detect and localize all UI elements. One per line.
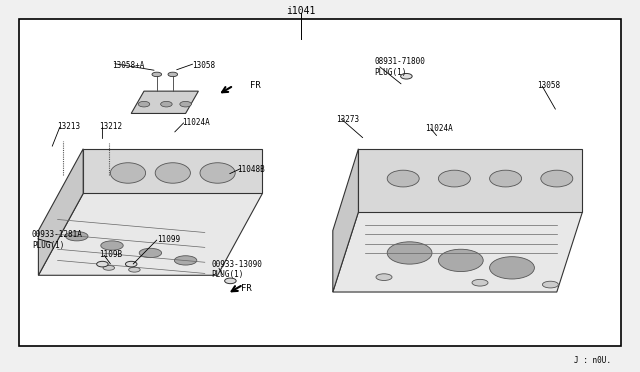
Ellipse shape <box>401 74 412 79</box>
Ellipse shape <box>472 279 488 286</box>
Text: 13058: 13058 <box>192 61 215 70</box>
Ellipse shape <box>490 170 522 187</box>
Ellipse shape <box>97 261 108 267</box>
Ellipse shape <box>387 170 419 187</box>
Ellipse shape <box>161 101 172 107</box>
Text: J : n0U.: J : n0U. <box>574 356 611 365</box>
Polygon shape <box>131 91 198 113</box>
Text: 11024A: 11024A <box>182 118 210 127</box>
Ellipse shape <box>111 163 146 183</box>
Text: 13058+A: 13058+A <box>112 61 145 70</box>
Ellipse shape <box>438 249 483 272</box>
Ellipse shape <box>103 266 115 270</box>
Ellipse shape <box>225 278 236 284</box>
Polygon shape <box>333 212 582 292</box>
Ellipse shape <box>129 267 140 272</box>
Polygon shape <box>38 149 83 275</box>
Text: FR: FR <box>241 284 252 293</box>
Text: 13273: 13273 <box>336 115 359 124</box>
Text: 11024A: 11024A <box>426 124 453 133</box>
Text: 13058: 13058 <box>538 81 561 90</box>
Polygon shape <box>358 149 582 212</box>
Ellipse shape <box>156 163 191 183</box>
Polygon shape <box>83 149 262 193</box>
Ellipse shape <box>174 256 197 265</box>
Ellipse shape <box>65 231 88 241</box>
Text: 00933-1281A
PLUG(1): 00933-1281A PLUG(1) <box>32 230 83 250</box>
Ellipse shape <box>200 163 236 183</box>
Text: 11048B: 11048B <box>237 165 264 174</box>
Ellipse shape <box>543 281 559 288</box>
Text: 13213: 13213 <box>58 122 81 131</box>
Polygon shape <box>333 149 358 292</box>
Ellipse shape <box>101 241 123 250</box>
Text: 00933-13090
PLUG(1): 00933-13090 PLUG(1) <box>211 260 262 279</box>
Ellipse shape <box>168 72 178 77</box>
Ellipse shape <box>376 274 392 280</box>
Ellipse shape <box>125 261 137 267</box>
Text: 13212: 13212 <box>99 122 122 131</box>
Ellipse shape <box>438 170 470 187</box>
Ellipse shape <box>138 101 150 107</box>
Ellipse shape <box>541 170 573 187</box>
Text: 08931-71800
PLUG(1): 08931-71800 PLUG(1) <box>374 57 425 77</box>
Text: 11099: 11099 <box>157 235 180 244</box>
Ellipse shape <box>140 248 161 258</box>
Text: i1041: i1041 <box>286 6 316 16</box>
Ellipse shape <box>490 257 534 279</box>
Ellipse shape <box>387 242 432 264</box>
Ellipse shape <box>180 101 191 107</box>
Polygon shape <box>38 193 262 275</box>
Text: 1109B: 1109B <box>99 250 122 259</box>
Bar <box>19 19 621 346</box>
Text: FR: FR <box>250 81 260 90</box>
Ellipse shape <box>152 72 162 77</box>
